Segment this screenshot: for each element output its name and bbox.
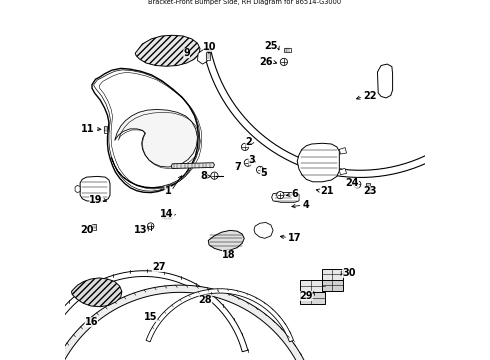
Polygon shape bbox=[322, 280, 343, 291]
Polygon shape bbox=[322, 269, 343, 280]
Text: 14: 14 bbox=[160, 209, 174, 219]
Polygon shape bbox=[300, 292, 325, 304]
Text: 26: 26 bbox=[259, 57, 273, 67]
Polygon shape bbox=[80, 176, 110, 202]
Circle shape bbox=[277, 192, 284, 199]
Polygon shape bbox=[271, 193, 299, 202]
Text: 6: 6 bbox=[292, 189, 298, 199]
Text: 12: 12 bbox=[161, 211, 174, 221]
Circle shape bbox=[354, 181, 361, 188]
Polygon shape bbox=[339, 168, 346, 175]
Polygon shape bbox=[197, 49, 209, 64]
Polygon shape bbox=[75, 185, 80, 193]
Text: 5: 5 bbox=[260, 168, 267, 178]
Polygon shape bbox=[146, 289, 294, 342]
Text: 4: 4 bbox=[303, 200, 309, 210]
Polygon shape bbox=[72, 278, 122, 307]
Text: 8: 8 bbox=[200, 171, 207, 181]
Polygon shape bbox=[367, 183, 370, 190]
Polygon shape bbox=[164, 216, 171, 219]
Polygon shape bbox=[115, 109, 197, 167]
Text: 22: 22 bbox=[363, 91, 377, 102]
Polygon shape bbox=[297, 143, 339, 182]
Polygon shape bbox=[92, 68, 198, 193]
Polygon shape bbox=[135, 35, 200, 66]
Circle shape bbox=[257, 166, 264, 174]
Text: 30: 30 bbox=[342, 268, 356, 278]
Polygon shape bbox=[41, 271, 248, 352]
Circle shape bbox=[242, 143, 248, 150]
Text: 2019 Hyundai Elantra GT Automatic Temperature Controls
Bracket-Front Bumper Side: 2019 Hyundai Elantra GT Automatic Temper… bbox=[148, 0, 342, 5]
Text: 1: 1 bbox=[165, 186, 171, 196]
Polygon shape bbox=[339, 148, 346, 154]
Text: 15: 15 bbox=[144, 312, 157, 322]
Text: 16: 16 bbox=[85, 317, 98, 327]
Text: 24: 24 bbox=[345, 178, 359, 188]
Polygon shape bbox=[284, 48, 292, 52]
Text: 27: 27 bbox=[152, 262, 165, 272]
Text: 21: 21 bbox=[320, 186, 334, 196]
Text: 25: 25 bbox=[264, 41, 277, 51]
Text: 28: 28 bbox=[198, 294, 212, 305]
Text: 3: 3 bbox=[248, 155, 255, 165]
Polygon shape bbox=[92, 224, 96, 230]
Polygon shape bbox=[254, 222, 273, 238]
Polygon shape bbox=[206, 52, 210, 60]
Text: 11: 11 bbox=[81, 124, 95, 134]
Text: 23: 23 bbox=[364, 186, 377, 196]
Polygon shape bbox=[208, 230, 245, 251]
Polygon shape bbox=[103, 126, 107, 133]
Polygon shape bbox=[203, 49, 490, 177]
Polygon shape bbox=[300, 280, 325, 292]
Polygon shape bbox=[377, 64, 392, 98]
Text: 20: 20 bbox=[80, 225, 94, 235]
Circle shape bbox=[211, 172, 218, 179]
Text: 18: 18 bbox=[222, 250, 236, 260]
Circle shape bbox=[280, 58, 288, 66]
Text: 17: 17 bbox=[288, 233, 302, 243]
Text: 10: 10 bbox=[203, 42, 217, 52]
Circle shape bbox=[147, 223, 154, 229]
Text: 2: 2 bbox=[245, 137, 252, 147]
Text: 19: 19 bbox=[89, 195, 103, 205]
Circle shape bbox=[245, 159, 251, 166]
Text: 29: 29 bbox=[299, 291, 313, 301]
Text: 13: 13 bbox=[134, 225, 147, 235]
Text: 9: 9 bbox=[183, 48, 190, 58]
Polygon shape bbox=[53, 285, 319, 360]
Text: 7: 7 bbox=[234, 162, 241, 172]
Polygon shape bbox=[171, 163, 215, 168]
Polygon shape bbox=[111, 158, 192, 188]
